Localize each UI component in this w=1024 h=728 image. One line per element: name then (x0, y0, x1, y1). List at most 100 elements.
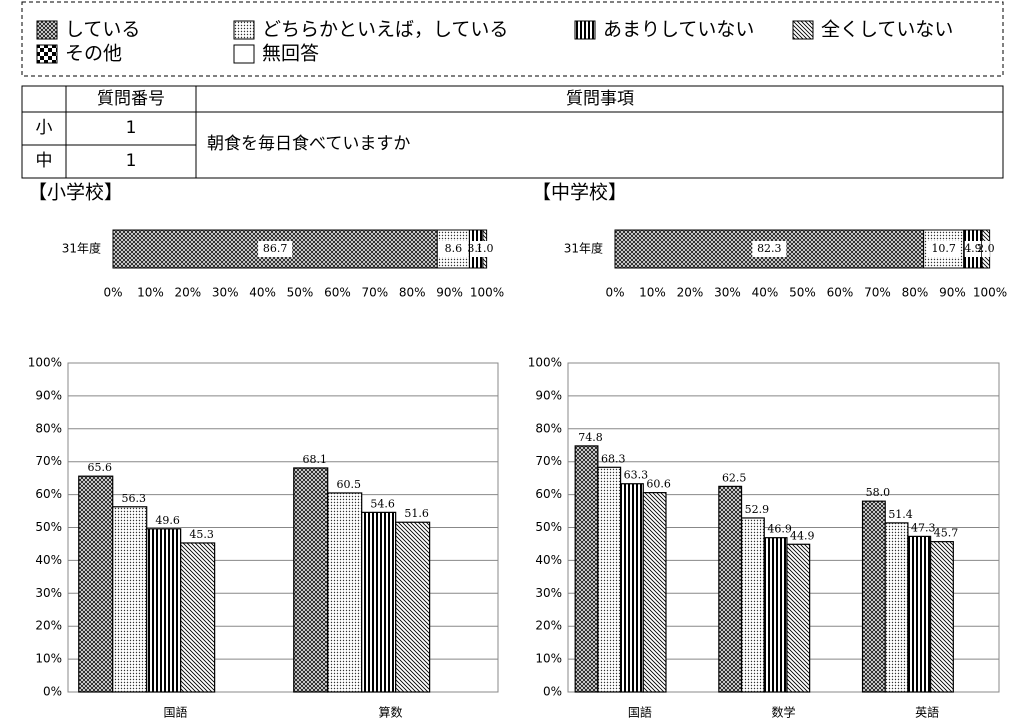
y-tick-label: 60% (535, 487, 562, 501)
bar (78, 475, 114, 693)
x-tick-label: 50% (789, 286, 816, 300)
bar (786, 543, 811, 693)
x-tick-label: 国語 (628, 705, 652, 720)
x-tick-label: 70% (864, 286, 891, 300)
section-title: 【中学校】 (532, 182, 627, 204)
data-label: 82.3 (757, 242, 782, 255)
bar (740, 517, 765, 693)
table-cell: 1 (126, 151, 137, 171)
data-label: 68.1 (302, 453, 327, 466)
data-label: 8.6 (445, 242, 463, 255)
data-label: 86.7 (263, 242, 288, 255)
data-label: 60.5 (336, 478, 361, 491)
y-tick-label: 90% (535, 388, 562, 402)
x-tick-label: 0% (103, 286, 122, 300)
table-header: 質問事項 (566, 89, 634, 109)
data-label: 3.6 (467, 242, 485, 255)
legend-label: その他 (65, 43, 122, 65)
data-label: 74.8 (578, 431, 603, 444)
x-tick-label: 100% (470, 286, 504, 300)
y-tick-label: 40% (35, 553, 62, 567)
y-tick-label: 80% (35, 421, 62, 435)
data-label: 52.9 (745, 503, 770, 516)
bar (180, 542, 216, 693)
bar (597, 466, 622, 693)
plot-frame (67, 362, 499, 693)
label-bg (981, 241, 990, 257)
data-label: 68.3 (601, 452, 626, 465)
y-tick-label: 10% (535, 652, 562, 666)
x-tick-label: 20% (677, 286, 704, 300)
legend-label: 全くしていない (821, 19, 953, 41)
y-tick-label: 100% (28, 356, 62, 370)
table-grid (21, 85, 1004, 179)
y-tick-label: 40% (535, 553, 562, 567)
x-tick-label: 100% (973, 286, 1007, 300)
x-tick-label: 90% (939, 286, 966, 300)
x-tick-label: 10% (137, 286, 164, 300)
data-label: 65.6 (87, 461, 112, 474)
x-tick-label: 50% (287, 286, 314, 300)
legend-swatch (233, 20, 255, 40)
data-label: 2.0 (977, 242, 995, 255)
bar (861, 500, 886, 693)
table-header: 質問番号 (97, 89, 165, 109)
x-tick-label: 算数 (378, 705, 402, 720)
label-bg (752, 241, 787, 257)
table-cell: 1 (126, 118, 137, 138)
legend-label: あまりしていない (603, 19, 754, 41)
bar (112, 506, 148, 693)
bar (574, 445, 599, 693)
data-label: 1.0 (476, 242, 494, 255)
data-label: 63.3 (624, 469, 649, 482)
bar (930, 541, 954, 693)
section-title: 【小学校】 (28, 182, 123, 204)
legend-swatch (792, 20, 814, 40)
x-tick-label: 英語 (915, 705, 939, 720)
label-bg (258, 241, 293, 257)
legend-swatch (574, 20, 596, 40)
bar (884, 522, 909, 693)
x-tick-label: 30% (714, 286, 741, 300)
x-tick-label: 90% (436, 286, 463, 300)
y-tick-label: 20% (35, 619, 62, 633)
x-tick-label: 0% (605, 286, 624, 300)
data-label: 4.9 (964, 242, 982, 255)
label-bg (926, 241, 961, 257)
data-label: 51.6 (404, 507, 429, 520)
data-label: 54.6 (370, 497, 395, 510)
y-tick-label: 80% (535, 421, 562, 435)
bar (907, 535, 932, 693)
data-label: 10.7 (931, 242, 956, 255)
legend-swatch (36, 20, 58, 40)
x-tick-label: 30% (212, 286, 239, 300)
bar (763, 537, 788, 693)
y-tick-label: 50% (535, 520, 562, 534)
bar (146, 528, 182, 693)
legend-label: どちらかといえば，している (262, 19, 508, 41)
x-tick-label: 60% (827, 286, 854, 300)
bar (619, 483, 644, 693)
bar (293, 467, 329, 693)
y-tick-label: 90% (35, 388, 62, 402)
y-tick-label: 0% (543, 685, 562, 699)
y-tick-label: 30% (35, 586, 62, 600)
data-label: 46.9 (767, 523, 792, 536)
label-bg (964, 241, 982, 257)
y-tick-label: 20% (535, 619, 562, 633)
table-cell: 小 (36, 118, 53, 138)
legend-label: 無回答 (262, 43, 319, 65)
x-tick-label: 70% (361, 286, 388, 300)
data-label: 62.5 (722, 471, 747, 484)
data-label: 45.7 (934, 527, 959, 540)
data-label: 47.3 (911, 521, 936, 534)
question-text: 朝食を毎日食べていますか (207, 134, 410, 154)
data-label: 58.0 (866, 486, 891, 499)
x-tick-label: 国語 (163, 705, 187, 720)
bar (327, 492, 363, 693)
y-tick-label: 50% (35, 520, 62, 534)
y-tick-label: 100% (528, 356, 562, 370)
data-label: 44.9 (790, 529, 815, 542)
